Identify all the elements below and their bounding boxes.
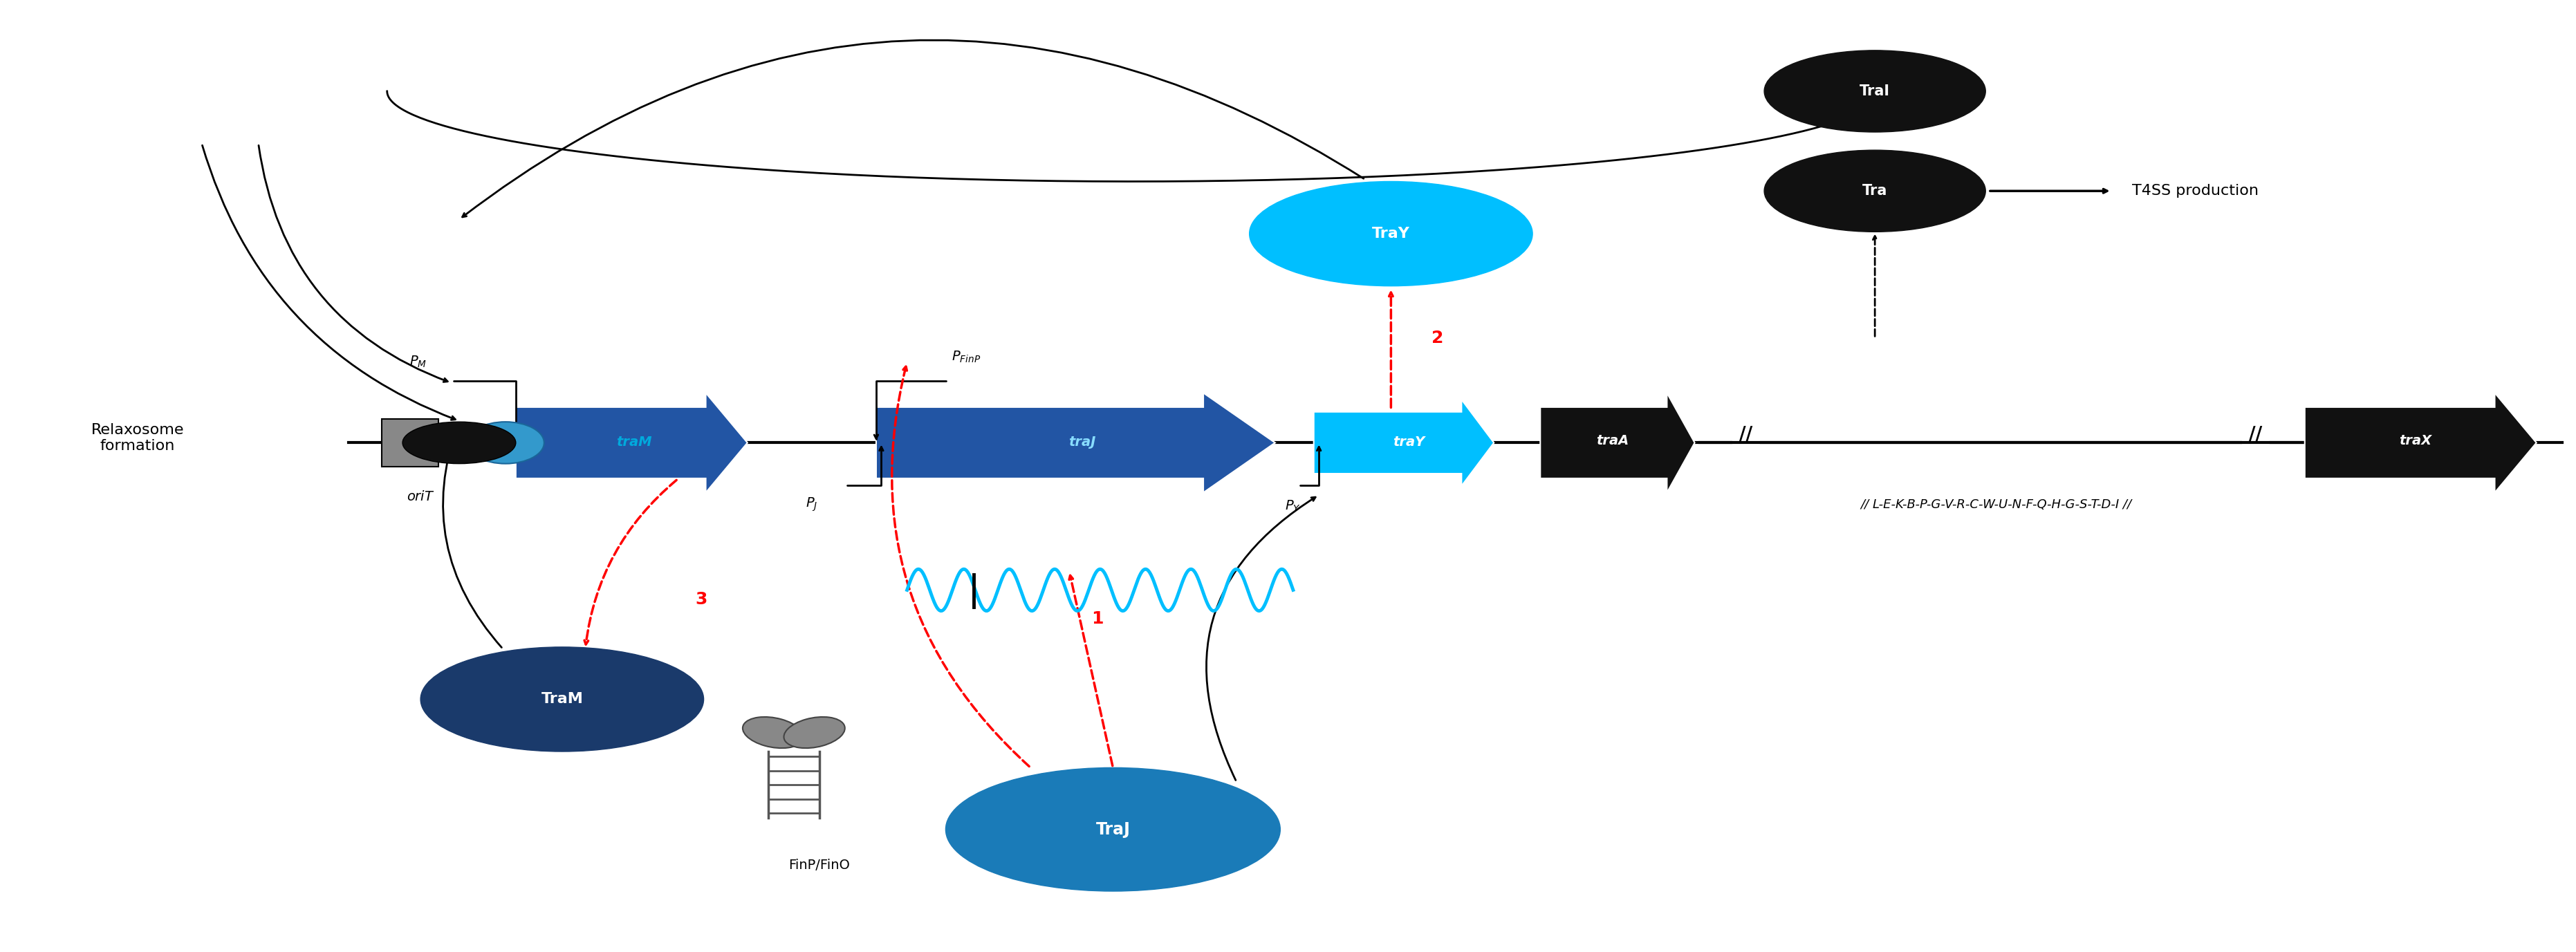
Text: TraY: TraY (1373, 227, 1409, 241)
Circle shape (1249, 182, 1533, 286)
Polygon shape (2306, 393, 2537, 492)
Text: $P_Y$: $P_Y$ (1285, 499, 1301, 514)
Text: 3: 3 (696, 591, 708, 607)
Polygon shape (876, 393, 1275, 492)
Text: TraM: TraM (541, 692, 582, 706)
Text: //: // (2249, 426, 2262, 445)
Text: traX: traX (2398, 434, 2432, 447)
Circle shape (1765, 50, 1986, 132)
Ellipse shape (742, 717, 804, 748)
Circle shape (945, 767, 1280, 891)
FancyBboxPatch shape (381, 419, 438, 466)
Text: FinP/FinO: FinP/FinO (788, 859, 850, 872)
Text: Relaxosome
formation: Relaxosome formation (90, 423, 183, 453)
Text: traJ: traJ (1069, 435, 1095, 448)
Text: traY: traY (1394, 435, 1425, 448)
Ellipse shape (783, 717, 845, 748)
Text: TraI: TraI (1860, 85, 1891, 98)
Circle shape (420, 647, 703, 751)
Circle shape (1765, 150, 1986, 232)
Ellipse shape (466, 422, 544, 464)
Polygon shape (515, 393, 747, 492)
Text: // L-E-K-B-P-G-V-R-C-W-U-N-F-Q-H-G-S-T-D-I //: // L-E-K-B-P-G-V-R-C-W-U-N-F-Q-H-G-S-T-D… (1860, 498, 2130, 510)
Polygon shape (1540, 393, 1695, 492)
Text: T4SS production: T4SS production (2133, 184, 2259, 198)
Text: traM: traM (616, 435, 652, 448)
Text: //: // (1739, 426, 1752, 445)
Text: $P_M$: $P_M$ (410, 355, 428, 369)
Text: $P_J$: $P_J$ (806, 496, 817, 513)
Text: traA: traA (1597, 434, 1628, 447)
Text: $P_{FinP}$: $P_{FinP}$ (951, 350, 981, 365)
Text: 2: 2 (1432, 330, 1443, 347)
Text: TraJ: TraJ (1095, 822, 1131, 838)
Text: $oriT$: $oriT$ (407, 490, 435, 504)
Text: 1: 1 (1092, 610, 1103, 626)
Polygon shape (1314, 400, 1494, 486)
Text: Tra: Tra (1862, 184, 1888, 198)
Circle shape (402, 422, 515, 464)
